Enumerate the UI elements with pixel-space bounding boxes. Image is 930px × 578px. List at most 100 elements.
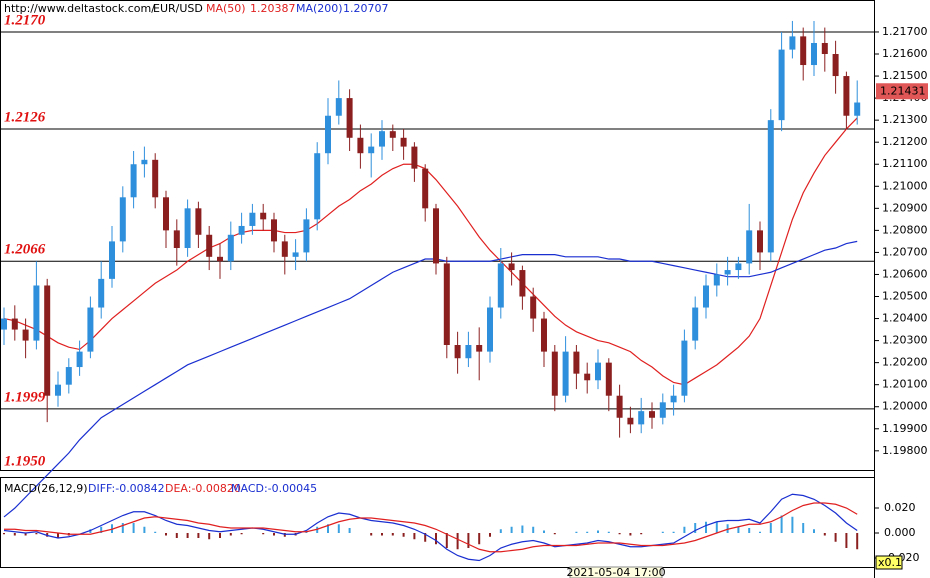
candle-body: [249, 212, 256, 226]
y-tick-label: 1.20100: [882, 378, 928, 391]
candle-body: [152, 159, 159, 198]
legend-macd: MACD:-0.00045: [231, 482, 317, 495]
legend-ma200-value: 1.20707: [343, 2, 389, 15]
ma-line: [3, 240, 858, 518]
candle-body: [595, 362, 601, 381]
candle-body: [314, 153, 321, 220]
candle-body: [670, 395, 677, 403]
candle-body: [119, 197, 126, 242]
date-label: 2021-05-04 17:00: [566, 566, 665, 578]
candle-body: [400, 137, 407, 147]
candle-body: [681, 340, 688, 396]
candle-body: [98, 278, 105, 308]
candle-body: [260, 212, 267, 220]
y-tick-label: 1.20600: [882, 267, 928, 280]
candle-body: [217, 256, 223, 262]
legend-ma50: MA(50): [206, 2, 246, 15]
y-tick-label: 1.20500: [882, 290, 928, 303]
candle-body: [659, 402, 666, 418]
candle-body: [487, 307, 493, 352]
candle-body: [703, 285, 709, 308]
candle-body: [33, 285, 40, 341]
candle-body: [541, 318, 547, 352]
ma-line: [3, 117, 858, 386]
y-tick-label: 1.20800: [882, 223, 928, 236]
candle-body: [65, 367, 72, 385]
candle-body: [368, 146, 375, 154]
candle-body: [778, 49, 785, 121]
legend-diff: DIFF:-0.00842: [88, 482, 165, 495]
candle-body: [843, 76, 850, 116]
y-tick-label: 1.20700: [882, 245, 928, 258]
price-panel: 1.217001.216001.215001.214001.213001.212…: [0, 12, 928, 518]
level-label: 1.2126: [4, 109, 46, 125]
y-tick-label: 1.20400: [882, 312, 928, 325]
candle-body: [206, 234, 213, 257]
candle-body: [325, 115, 331, 154]
y-tick-label: 1.20200: [882, 356, 928, 369]
y-tick-label: 1.19800: [882, 444, 928, 457]
candle-body: [76, 351, 83, 368]
symbol: EUR/USD: [153, 2, 203, 15]
candle-body: [616, 395, 623, 418]
y-tick-label: 1.21500: [882, 69, 928, 82]
candle-body: [476, 345, 483, 352]
candle-body: [433, 208, 439, 264]
candle-body: [757, 230, 763, 253]
candle-body: [724, 270, 731, 275]
macd-line: [4, 502, 858, 553]
candle-body: [87, 307, 94, 352]
candle-body: [335, 98, 342, 116]
candle-body: [281, 241, 288, 257]
candle-body: [271, 219, 277, 242]
level-label: 1.2170: [4, 12, 46, 28]
candle-body: [55, 384, 61, 396]
candle-body: [638, 411, 645, 425]
candle-body: [692, 307, 699, 341]
legend-ma200: MA(200): [296, 2, 343, 15]
y-tick-label: 1.19900: [882, 422, 928, 435]
y-tick-label: 1.21600: [882, 47, 928, 60]
y-tick-label: 0.020: [884, 501, 916, 514]
level-label: 1.2066: [4, 242, 46, 258]
source: http://www.deltastock.com/: [4, 2, 155, 15]
candle-body: [713, 274, 720, 286]
candle-body: [357, 137, 364, 154]
candle-body: [109, 241, 115, 279]
candle-body: [811, 42, 817, 66]
candle-body: [303, 219, 310, 253]
candle-body: [11, 318, 18, 330]
y-tick-label: 1.21300: [882, 113, 928, 126]
candle-body: [379, 131, 385, 147]
candle-body: [605, 362, 612, 396]
candle-body: [854, 102, 861, 116]
candle-body: [227, 234, 234, 262]
candle-body: [767, 120, 774, 253]
candle-body: [44, 285, 51, 396]
last-price: 1.21431: [880, 84, 926, 97]
legend-dea: DEA:-0.00820: [165, 482, 241, 495]
macd-panel: 0.0200.000-0.020x0.1: [3, 493, 919, 570]
candle-body: [389, 131, 396, 138]
candle-body: [163, 197, 169, 231]
candle-body: [346, 98, 353, 138]
candle-body: [562, 351, 569, 396]
scale-box: [875, 555, 903, 570]
candle-body: [789, 36, 796, 50]
candle-body: [1, 318, 7, 330]
candle-body: [746, 230, 753, 264]
candle-body: [238, 225, 245, 235]
candle-body: [508, 263, 515, 271]
candle-body: [627, 417, 634, 425]
level-label: 1.1950: [4, 453, 46, 469]
candle-body: [821, 42, 828, 55]
y-tick-label: 1.21200: [882, 135, 928, 148]
candle-body: [173, 230, 180, 249]
y-tick-label: 1.20000: [882, 400, 928, 413]
candle-body: [649, 411, 655, 418]
last-price-box: [876, 83, 928, 100]
candle-body: [195, 208, 202, 235]
y-tick-label: 1.20300: [882, 334, 928, 347]
